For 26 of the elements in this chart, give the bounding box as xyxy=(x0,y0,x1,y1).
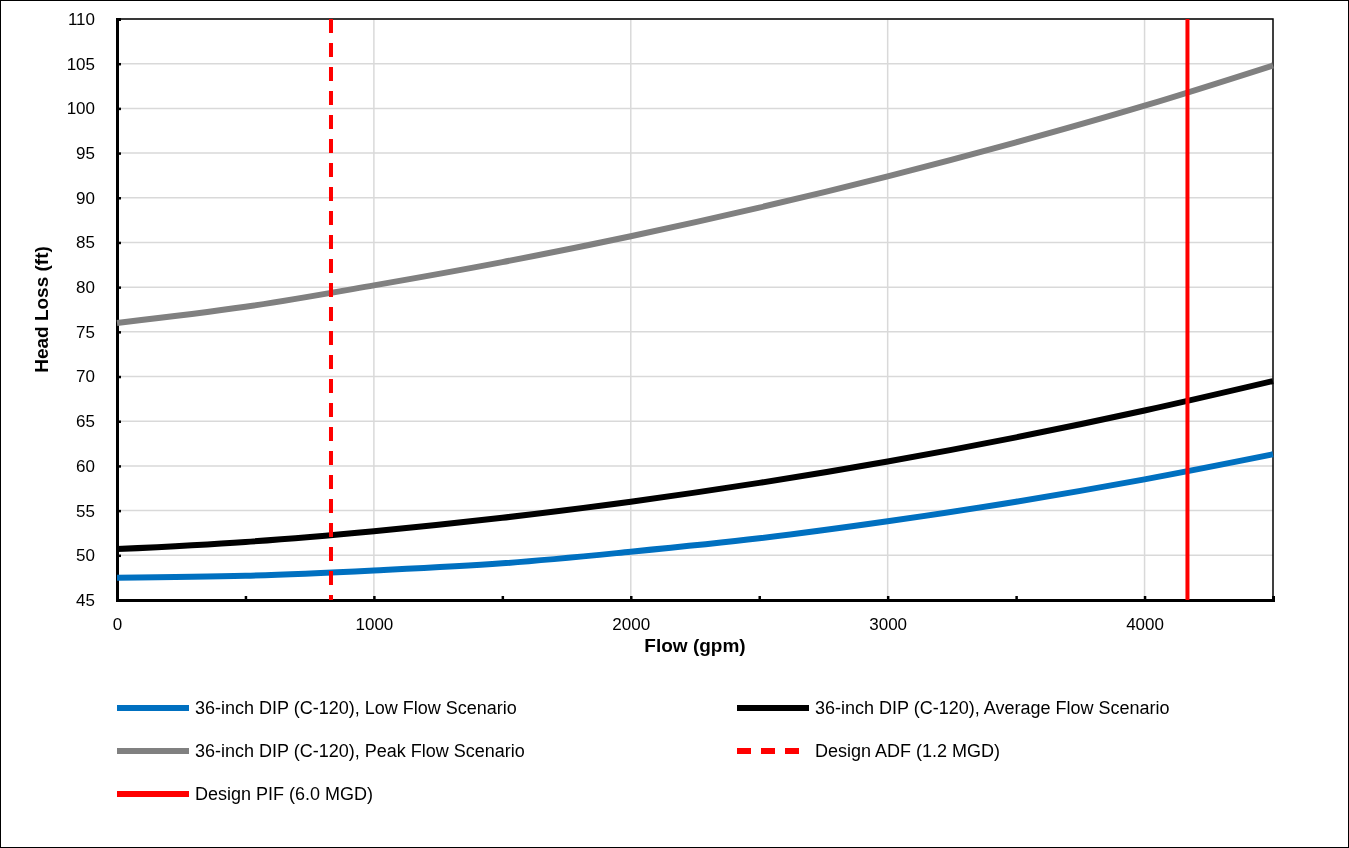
x-axis-title: Flow (gpm) xyxy=(644,635,746,656)
legend-label: 36-inch DIP (C-120), Low Flow Scenario xyxy=(195,698,517,718)
legend-label: 36-inch DIP (C-120), Average Flow Scenario xyxy=(815,698,1170,718)
x-tick-label: 0 xyxy=(112,615,123,635)
y-tick-label: 80 xyxy=(76,278,95,298)
y-tick-label: 90 xyxy=(76,188,95,208)
y-tick-label: 70 xyxy=(76,367,95,387)
y-axis-title: Head Loss (ft) xyxy=(31,246,52,373)
y-tick-label: 110 xyxy=(67,9,95,29)
y-tick-label: 105 xyxy=(66,54,95,74)
y-tick-label: 50 xyxy=(76,546,95,566)
y-tick-label: 60 xyxy=(76,456,95,476)
y-tick-label: 65 xyxy=(76,412,95,432)
legend-label: Design PIF (6.0 MGD) xyxy=(195,784,374,804)
x-tick-label: 1000 xyxy=(355,615,394,635)
y-tick-label: 95 xyxy=(76,144,95,164)
x-tick-label: 2000 xyxy=(612,615,651,635)
x-tick-label: 3000 xyxy=(869,615,908,635)
y-tick-label: 85 xyxy=(76,233,95,253)
y-tick-label: 100 xyxy=(66,99,95,119)
legend-label: 36-inch DIP (C-120), Peak Flow Scenario xyxy=(195,741,525,761)
y-tick-label: 75 xyxy=(76,322,95,342)
y-tick-label: 55 xyxy=(76,501,95,521)
x-tick-label: 4000 xyxy=(1126,615,1164,635)
legend-label: Design ADF (1.2 MGD) xyxy=(815,741,1001,761)
y-tick-label: 45 xyxy=(76,590,95,610)
